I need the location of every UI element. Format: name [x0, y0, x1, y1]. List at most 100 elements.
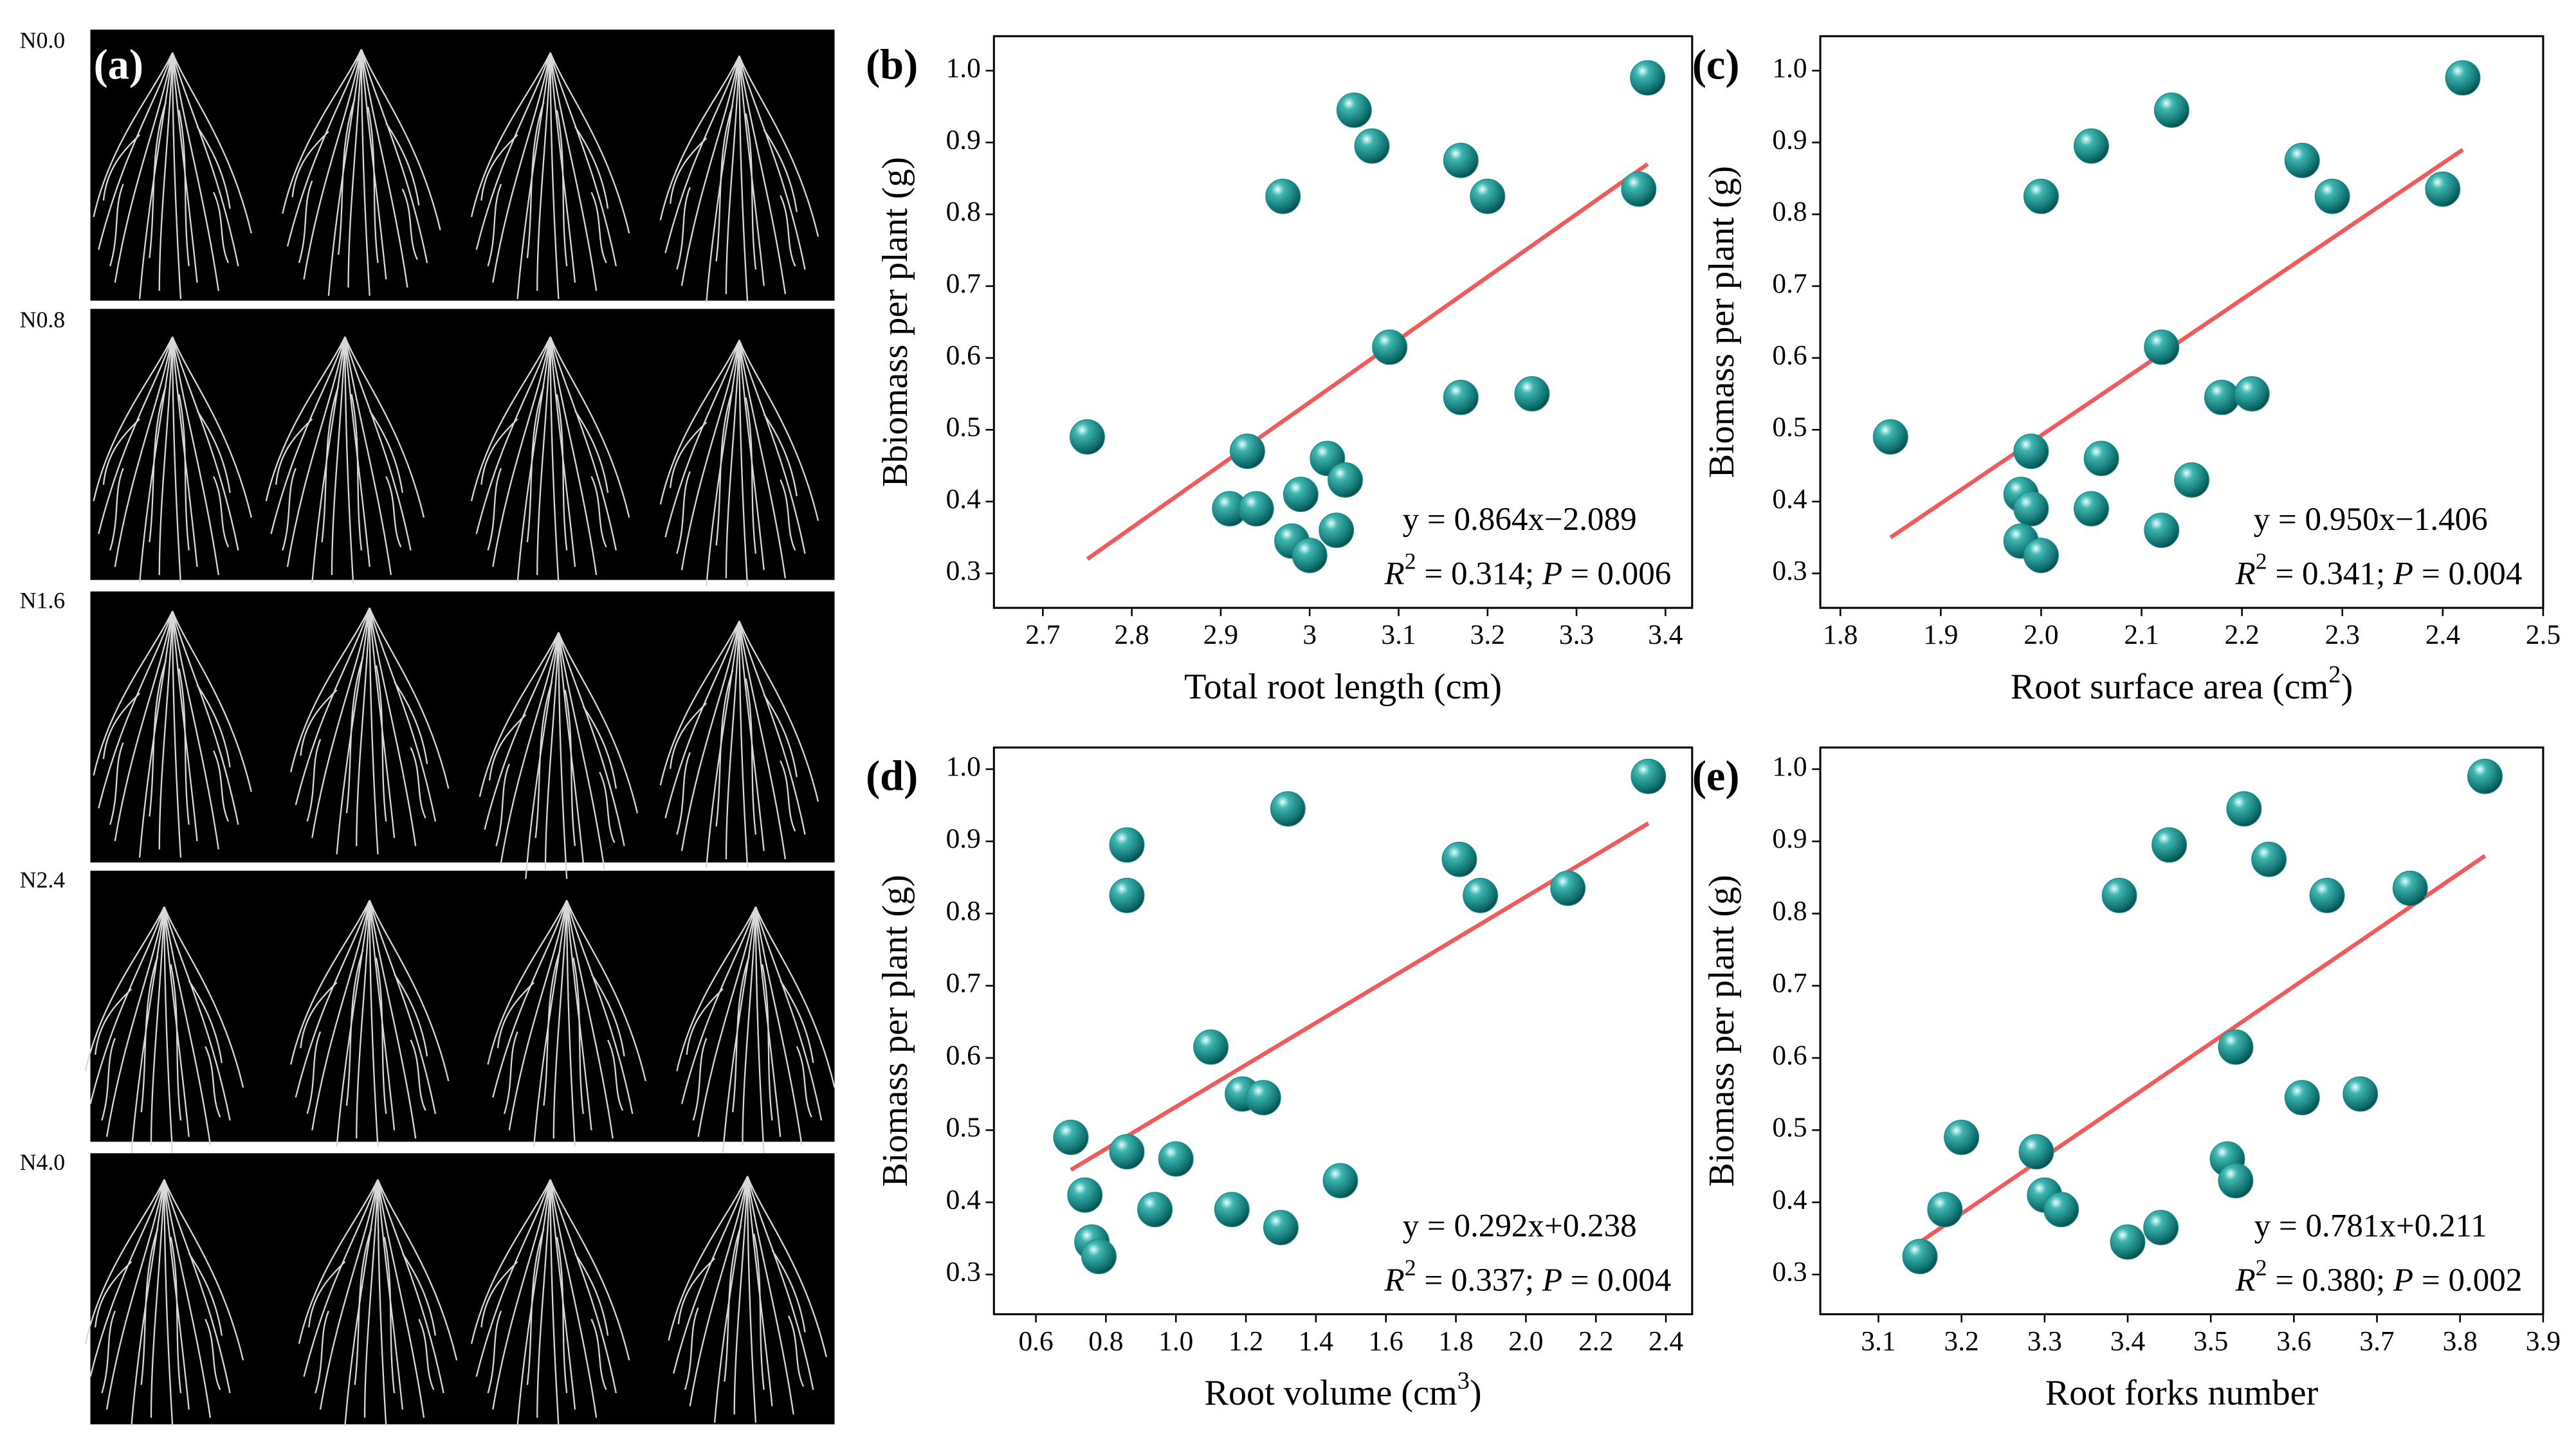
statistics: R2 = 0.380; P = 0.002: [2235, 1255, 2523, 1299]
x-tick-label: 3.8: [2443, 1326, 2478, 1356]
point: [2143, 1210, 2179, 1246]
point: [2023, 178, 2059, 214]
statistics-part: P: [2393, 1262, 2413, 1299]
statistics-part: = 0.314;: [1416, 555, 1542, 592]
x-axis-label: Total root length (cm): [1184, 667, 1502, 707]
plot-frame: [1819, 35, 2544, 609]
statistics-part: 2: [2256, 1255, 2267, 1280]
point: [1336, 92, 1372, 128]
equation: y = 0.292x+0.238: [1403, 1207, 1637, 1244]
y-tick-label: 1.0: [946, 53, 981, 84]
point: [1109, 827, 1145, 863]
x-axis-label: Root forks number: [2045, 1373, 2319, 1413]
y-tick-label: 0.8: [1772, 196, 1807, 227]
equation: y = 0.950x−1.406: [2254, 501, 2488, 538]
point: [2309, 877, 2345, 913]
point: [2392, 870, 2428, 906]
point: [2314, 178, 2350, 214]
point: [1944, 1119, 1980, 1155]
point: [2153, 92, 2189, 128]
y-tick-label: 0.8: [946, 196, 981, 227]
statistics-part: = 0.002: [2413, 1262, 2522, 1299]
x-tick-label: 2.8: [1115, 619, 1149, 650]
panel-label: (e): [1692, 753, 1740, 800]
y-tick-label: 0.6: [946, 340, 981, 371]
point: [2144, 513, 2180, 549]
x-tick-label: 2.0: [2023, 619, 2058, 650]
x-tick-label: 3.4: [2110, 1326, 2146, 1356]
y-tick-label: 0.4: [1772, 1184, 1807, 1215]
point: [2023, 538, 2059, 574]
statistics-part: = 0.006: [1562, 555, 1671, 592]
point: [2218, 1163, 2254, 1199]
x-tick-label: 2.7: [1025, 619, 1060, 650]
point: [1463, 877, 1499, 913]
panel-label: (b): [866, 42, 918, 89]
point: [2101, 877, 2137, 913]
point: [1109, 1134, 1145, 1170]
point: [1245, 1080, 1281, 1116]
y-tick-label: 0.8: [946, 895, 981, 926]
point: [1081, 1239, 1117, 1275]
x-axis-label-part: Root surface area (cm: [2011, 667, 2329, 707]
scatter-panel: 1.8 1.9 2.0 2.1 2.2 2.3 2.4 2.5 0.3 0.4 0.5 0.6 0.7 0…: [1692, 35, 2561, 707]
y-axis-label: Biomass per plant (g): [1702, 875, 1742, 1187]
y-tick-label: 0.7: [1772, 968, 1807, 999]
x-tick-label: 3.2: [1944, 1326, 1979, 1356]
point: [2074, 491, 2109, 527]
y-tick-label: 0.8: [1772, 895, 1807, 926]
x-axis-label-part: Root volume (cm: [1204, 1373, 1457, 1413]
plot-frame: [992, 746, 1694, 1315]
point: [1550, 870, 1586, 906]
point: [2013, 433, 2049, 469]
equation: y = 0.781x+0.211: [2254, 1207, 2487, 1244]
row-label: N0.8: [20, 307, 66, 333]
x-tick-label: 3.7: [2359, 1326, 2394, 1356]
x-tick-label: 2.2: [2225, 619, 2260, 650]
scatter-panel: 3.1 3.2 3.3 3.4 3.5 3.6 3.7 3.8 3.9 0.3 0.4 0.5 0.6 0…: [1692, 746, 2561, 1413]
x-tick-label: 2.5: [2526, 619, 2561, 650]
y-tick-label: 0.7: [946, 268, 981, 299]
point: [2467, 758, 2503, 794]
x-tick-label: 3.1: [1861, 1326, 1895, 1356]
point: [2204, 379, 2240, 415]
statistics-part: P: [2393, 555, 2413, 592]
point: [2174, 462, 2210, 498]
point: [1137, 1192, 1173, 1228]
x-tick-label: 2.4: [2425, 619, 2461, 650]
y-tick-label: 1.0: [946, 751, 981, 782]
point: [1283, 477, 1319, 513]
y-tick-label: 0.5: [946, 412, 981, 442]
statistics: R2 = 0.314; P = 0.006: [1384, 549, 1672, 592]
x-tick-label: 3: [1302, 619, 1317, 650]
y-tick-label: 0.5: [946, 1112, 981, 1143]
statistics-part: P: [1542, 1262, 1562, 1299]
y-tick-label: 0.7: [946, 968, 981, 999]
x-tick-label: 3.1: [1381, 619, 1416, 650]
x-axis-label-part: 2: [2328, 661, 2341, 688]
statistics-part: = 0.341;: [2267, 555, 2393, 592]
point: [1927, 1192, 1963, 1228]
x-tick-label: 3.6: [2276, 1326, 2311, 1356]
point: [1193, 1029, 1229, 1065]
panel-label: (a): [94, 42, 143, 89]
point: [1270, 791, 1306, 827]
statistics-part: R: [2235, 555, 2256, 592]
x-tick-label: 2.3: [2325, 619, 2360, 650]
point: [2234, 376, 2270, 412]
statistics-part: 2: [2256, 549, 2267, 574]
y-axis-label: Biomass per plant (g): [875, 875, 915, 1187]
point: [1070, 419, 1105, 455]
point: [1902, 1239, 1938, 1275]
y-tick-label: 0.6: [1772, 1040, 1807, 1071]
point: [2018, 1134, 2054, 1170]
x-tick-label: 3.5: [2193, 1326, 2228, 1356]
point: [2144, 329, 2180, 365]
y-tick-label: 0.4: [1772, 484, 1807, 515]
fit-line: [1919, 854, 2487, 1244]
image-panel: (a) N0.0 N0.8 N1.6 N2.4 N4.0: [20, 28, 836, 1427]
point: [1214, 1192, 1250, 1228]
statistics-part: R: [1384, 1262, 1405, 1299]
